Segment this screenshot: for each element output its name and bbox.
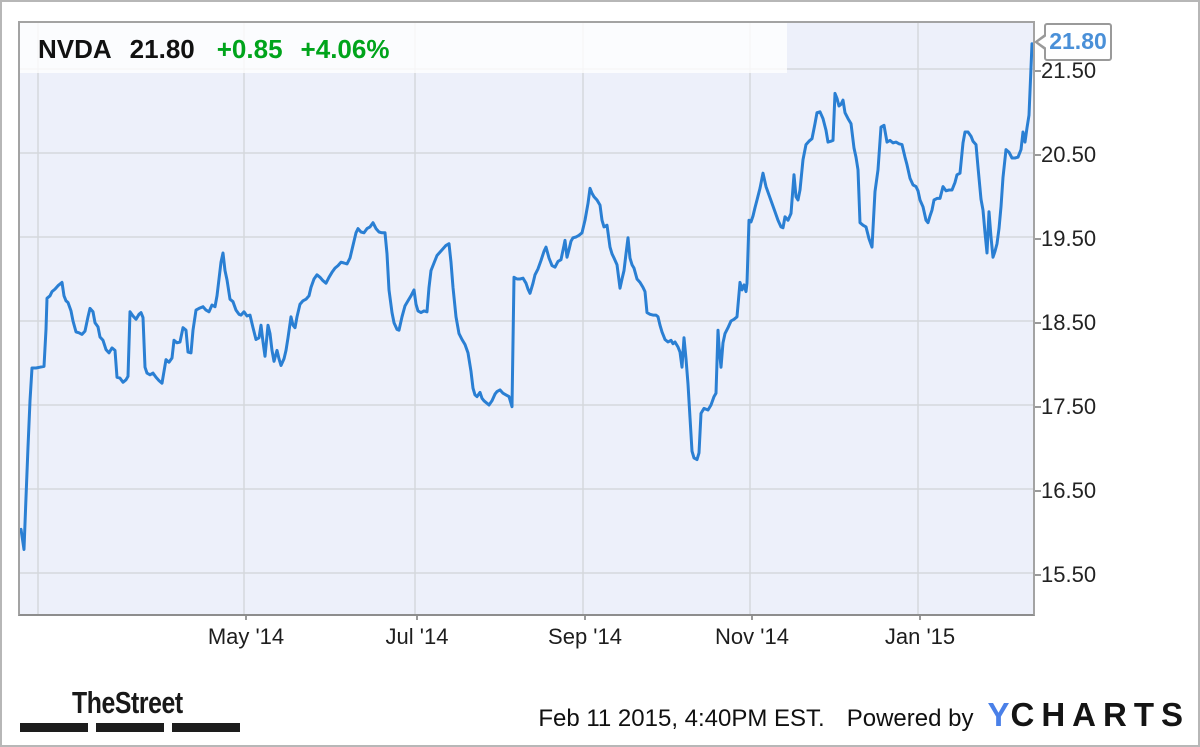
x-axis-label: Jul '14 <box>385 624 449 649</box>
y-axis-label: 18.50 <box>1041 310 1097 335</box>
last-price: 21.80 <box>129 34 195 64</box>
y-axis-tick <box>1035 154 1041 156</box>
x-axis-tick <box>584 616 586 620</box>
x-axis-tick <box>751 616 753 620</box>
y-axis-label: 21.50 <box>1041 58 1097 83</box>
x-axis-label: Jan '15 <box>884 624 956 649</box>
ycharts-logo: YCHARTS <box>987 696 1190 734</box>
y-axis-label: 19.50 <box>1041 226 1097 251</box>
y-axis-label: 16.50 <box>1041 478 1097 503</box>
y-axis-tick <box>1035 238 1041 240</box>
thestreet-bars-icon <box>20 723 248 732</box>
y-axis-tick <box>1035 322 1041 324</box>
y-axis-label: 20.50 <box>1041 142 1097 167</box>
ticker-symbol: NVDA <box>38 34 112 64</box>
powered-by-label: Powered by <box>846 705 974 732</box>
ycharts-y-icon: Y <box>987 696 1010 733</box>
quote-header: NVDA 21.80 +0.85 +4.06% <box>38 34 389 65</box>
header-overlay <box>20 23 787 73</box>
y-axis-label: 15.50 <box>1041 562 1097 587</box>
price-chart: NVDA 21.80 +0.85 +4.06% <box>18 21 1035 616</box>
x-axis-label: Nov '14 <box>715 624 789 649</box>
callout-pointer-icon-inner <box>1038 35 1048 49</box>
y-axis-tick <box>1035 574 1041 576</box>
y-axis-tick <box>1035 490 1041 492</box>
price-callout: 21.80 <box>1034 23 1112 61</box>
x-axis-tick <box>919 616 921 620</box>
x-axis-tick <box>245 616 247 620</box>
chart-attribution: Feb 11 2015, 4:40PM EST. Powered by YCHA… <box>538 696 1190 734</box>
price-callout-value: 21.80 <box>1049 28 1107 54</box>
price-change-percent: +4.06% <box>300 34 390 64</box>
ycharts-wordmark: CHARTS <box>1010 696 1190 733</box>
price-change: +0.85 <box>216 34 283 64</box>
thestreet-wordmark: TheStreet <box>72 685 183 720</box>
x-axis-label: May '14 <box>207 624 285 649</box>
y-axis-tick <box>1035 70 1041 72</box>
y-axis-tick <box>1035 406 1041 408</box>
price-chart-svg <box>20 23 1033 614</box>
timestamp: Feb 11 2015, 4:40PM EST. <box>538 705 825 732</box>
x-axis-tick <box>416 616 418 620</box>
x-axis-label: Sep '14 <box>548 624 622 649</box>
y-axis-label: 17.50 <box>1041 394 1097 419</box>
